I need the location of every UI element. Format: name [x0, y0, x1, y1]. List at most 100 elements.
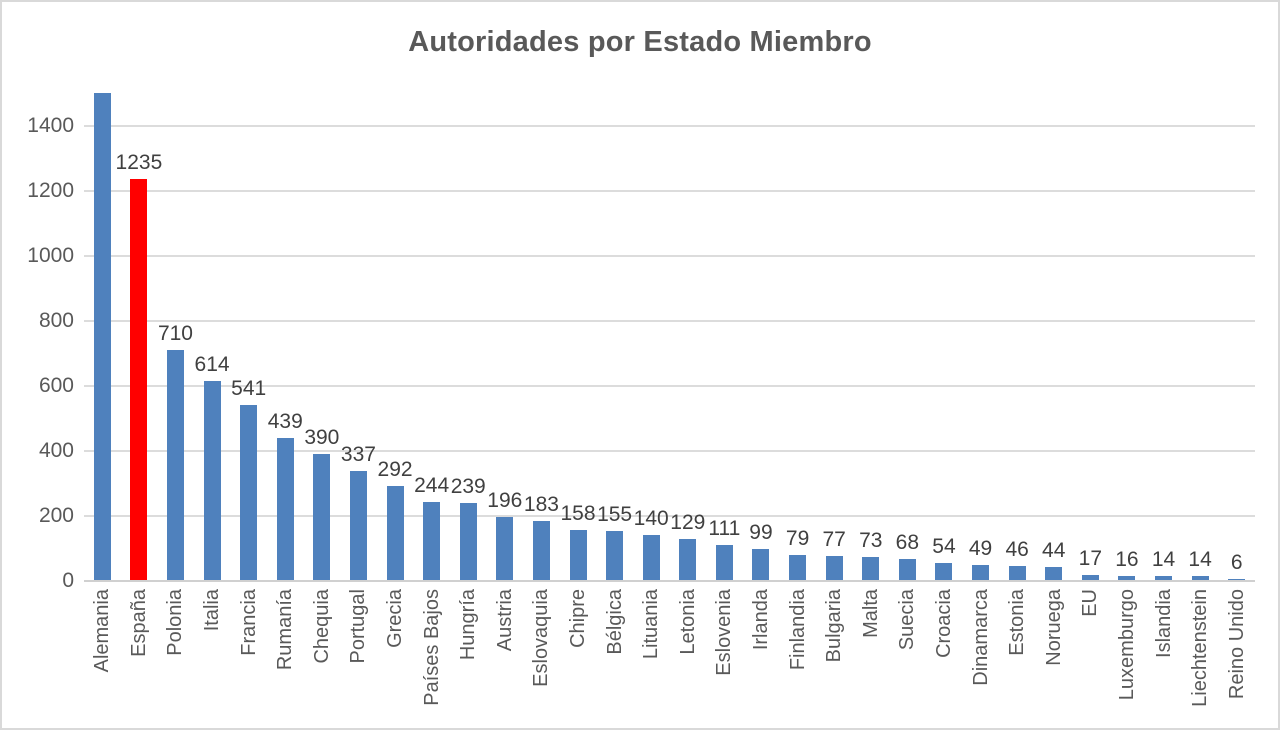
category-label-espana: España [127, 589, 150, 657]
category-label-noruega: Noruega [1042, 589, 1065, 666]
category-label-hungria: Hungría [457, 589, 480, 661]
category-label-malta: Malta [859, 589, 882, 638]
data-label-polonia: 710 [157, 322, 193, 346]
y-tick-label-0: 0 [62, 569, 74, 592]
category-label-alemania: Alemania [91, 589, 114, 673]
category-label-irlanda: Irlanda [749, 589, 772, 651]
data-label-grecia: 292 [377, 458, 413, 482]
plot-area: 1235 710 614 541 439 390 337 292 244 239 196 183 158… [84, 93, 1255, 582]
data-label-paises-bajos: 244 [414, 473, 450, 497]
category-label-luxemburgo: Luxemburgo [1115, 589, 1138, 701]
bar-espana [130, 179, 148, 581]
data-label-francia: 541 [231, 377, 267, 400]
bar-islandia [1155, 576, 1173, 581]
bar-alemania [93, 93, 111, 581]
category-label-chipre: Chipre [567, 589, 590, 648]
category-label-francia: Francia [237, 589, 260, 656]
gridline-200 [84, 514, 1255, 517]
data-label-irlanda: 99 [749, 520, 773, 544]
data-label-italia: 614 [194, 353, 230, 377]
y-tick-label-600: 600 [38, 373, 74, 397]
data-label-lituania: 140 [633, 507, 669, 531]
bar-malta [862, 557, 880, 581]
gridline-1400 [84, 124, 1255, 127]
category-label-rumania: Rumanía [274, 589, 297, 671]
data-label-finlandia: 79 [785, 527, 810, 551]
bar-eu [1081, 575, 1099, 581]
bar-austria [496, 517, 514, 581]
data-label-chequia: 390 [304, 426, 340, 450]
bar-portugal [349, 471, 367, 581]
y-tick-label-1200: 1200 [27, 178, 74, 202]
category-label-croacia: Croacia [932, 589, 955, 658]
bar-paises-bajos [423, 501, 441, 581]
bar-chequia [313, 454, 331, 581]
category-label-chequia: Chequia [310, 589, 333, 664]
gridline-1200 [84, 189, 1255, 192]
data-label-espana: 1235 [115, 151, 163, 175]
bar-finlandia [789, 555, 807, 581]
category-label-eslovenia: Eslovenia [713, 589, 736, 676]
data-label-hungria: 239 [450, 475, 486, 499]
y-tick-label-400: 400 [38, 438, 74, 462]
bar-eslovaquia [532, 521, 550, 581]
bar-bulgaria [825, 555, 843, 581]
category-label-eslovaquia: Eslovaquia [530, 589, 553, 687]
y-tick-label-1000: 1000 [27, 243, 74, 267]
bar-luxemburgo [1118, 575, 1136, 581]
data-label-malta: 73 [859, 529, 883, 553]
data-label-luxemburgo: 16 [1115, 547, 1139, 571]
bar-dinamarca [972, 565, 990, 581]
category-label-austria: Austria [493, 589, 516, 652]
bar-croacia [935, 563, 953, 581]
y-tick-label-200: 200 [38, 503, 74, 527]
category-label-bulgaria: Bulgaria [823, 589, 846, 663]
bar-estonia [1008, 566, 1026, 581]
data-label-suecia: 68 [895, 530, 920, 554]
chart-title: Autoridades por Estado Miembro [408, 26, 872, 58]
x-axis-line [84, 580, 1255, 582]
bar-irlanda [752, 548, 770, 581]
category-label-letonia: Letonia [676, 589, 699, 655]
bar-suecia [898, 558, 916, 581]
data-label-chipre: 158 [560, 501, 596, 525]
category-label-dinamarca: Dinamarca [969, 589, 992, 686]
category-label-finlandia: Finlandia [786, 589, 809, 671]
category-label-estonia: Estonia [1006, 589, 1029, 656]
category-label-islandia: Islandia [1152, 589, 1175, 658]
category-label-polonia: Polonia [164, 589, 187, 656]
data-label-noruega: 44 [1042, 538, 1066, 562]
category-label-paises-bajos: Países Bajos [420, 589, 443, 706]
category-label-portugal: Portugal [347, 589, 370, 664]
bar-lituania [642, 535, 660, 581]
bar-italia [203, 381, 221, 581]
category-label-grecia: Grecia [384, 589, 407, 648]
bar-hungria [459, 503, 477, 581]
category-label-eu: EU [1079, 589, 1102, 617]
data-label-eslovaquia: 183 [523, 493, 559, 517]
category-label-italia: Italia [201, 589, 224, 632]
gridline-600 [84, 384, 1255, 387]
category-label-belgica: Bélgica [603, 589, 626, 655]
data-label-reino-unido: 6 [1230, 551, 1243, 575]
bar-letonia [679, 539, 697, 581]
bar-liechtenstein [1191, 576, 1209, 581]
bar-noruega [1045, 566, 1063, 581]
data-label-dinamarca: 49 [968, 537, 993, 561]
data-label-belgica: 155 [597, 502, 633, 526]
category-label-lituania: Lituania [640, 589, 663, 660]
data-label-estonia: 46 [1005, 538, 1029, 562]
y-tick-label-1400: 1400 [27, 113, 74, 137]
data-label-eslovenia: 111 [708, 516, 741, 540]
data-label-portugal: 337 [340, 443, 376, 467]
bar-grecia [386, 486, 404, 581]
gridline-800 [84, 319, 1255, 322]
bar-polonia [166, 350, 184, 581]
gridline-1000 [84, 254, 1255, 257]
data-label-letonia: 129 [670, 511, 706, 535]
data-label-croacia: 54 [932, 535, 956, 559]
data-label-bulgaria: 77 [822, 527, 846, 551]
data-label-rumania: 439 [267, 410, 303, 434]
y-tick-label-800: 800 [38, 308, 74, 332]
